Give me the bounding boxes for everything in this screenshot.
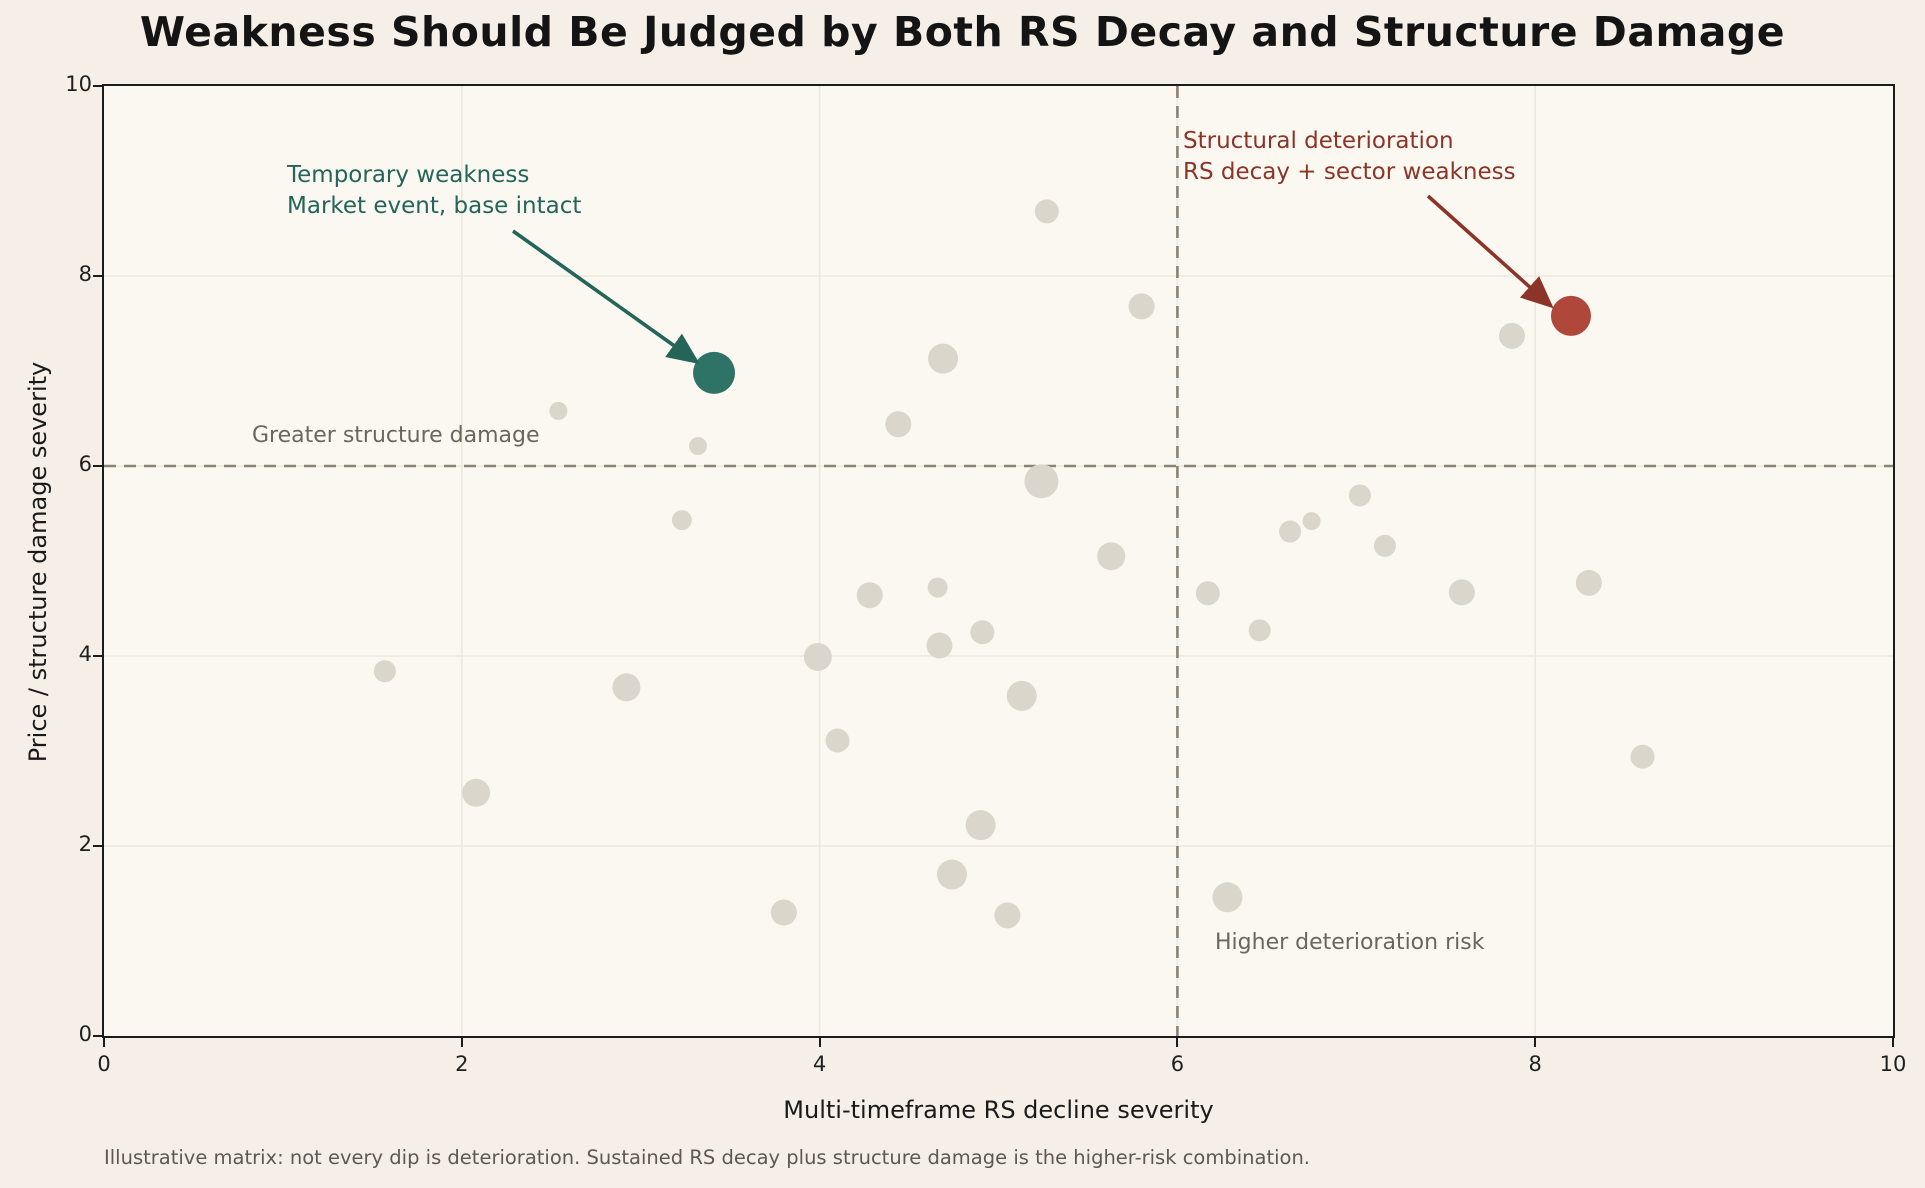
- scatter-point: [1630, 744, 1655, 769]
- x-tick-label: 6: [1170, 1052, 1185, 1076]
- x-tick: [1176, 1038, 1179, 1047]
- scatter-point: [688, 437, 707, 456]
- y-tick: [93, 845, 102, 847]
- scatter-point: [1024, 464, 1059, 499]
- y-tick: [93, 85, 102, 87]
- annotation-line: Structural deterioration: [1183, 128, 1454, 154]
- scatter-point: [1279, 520, 1302, 543]
- x-tick: [460, 1038, 463, 1047]
- footnote: Illustrative matrix: not every dip is de…: [104, 1146, 1311, 1169]
- annotation-line: RS decay + sector weakness: [1183, 159, 1516, 185]
- scatter-point: [803, 642, 832, 671]
- scatter-point: [1248, 619, 1271, 642]
- scatter-point: [994, 902, 1021, 929]
- y-tick-label: 2: [78, 832, 92, 856]
- region-label-deterioration-risk: Higher deterioration risk: [1215, 930, 1485, 955]
- scatter-point: [970, 620, 995, 645]
- chart-title: Weakness Should Be Judged by Both RS Dec…: [139, 8, 1786, 56]
- x-tick-label: 2: [455, 1052, 469, 1076]
- scatter-point: [1212, 882, 1243, 913]
- scatter-point: [770, 899, 797, 926]
- y-tick-label: 10: [65, 72, 92, 96]
- scatter-point: [462, 778, 491, 807]
- scatter-point: [856, 582, 883, 609]
- x-tick-label: 10: [1879, 1052, 1907, 1076]
- scatter-point: [1128, 293, 1155, 320]
- annotation-arrow-temporary-weakness: [511, 229, 700, 365]
- x-tick: [1892, 1038, 1894, 1047]
- annotation-structural-deterioration: Structural deterioration RS decay + secto…: [1183, 126, 1516, 188]
- y-tick-label: 6: [78, 452, 92, 476]
- y-axis-label: Price / structure damage severity: [24, 361, 52, 763]
- scatter-point: [928, 343, 959, 374]
- scatter-point: [825, 728, 850, 753]
- scatter-point: [1498, 322, 1525, 349]
- y-tick: [93, 655, 102, 657]
- y-tick-label: 4: [78, 642, 92, 666]
- scatter-point: [885, 411, 912, 438]
- y-tick: [93, 1035, 102, 1037]
- annotation-line: Market event, base intact: [287, 193, 582, 219]
- grid-layer: [104, 86, 1893, 1036]
- scatter-point: [926, 632, 953, 659]
- plot-area: [102, 84, 1895, 1038]
- scatter-point: [373, 660, 396, 683]
- scatter-point: [1575, 569, 1602, 596]
- x-tick: [1534, 1038, 1537, 1047]
- x-tick-label: 8: [1528, 1052, 1542, 1076]
- scatter-point: [1348, 484, 1371, 507]
- x-tick: [103, 1038, 105, 1047]
- scatter-point: [1302, 512, 1321, 531]
- annotation-line: Temporary weakness: [287, 162, 530, 188]
- y-tick-label: 8: [78, 262, 92, 286]
- scatter-point: [1034, 199, 1059, 224]
- scatter-point: [1373, 534, 1396, 557]
- scatter-point: [1195, 581, 1220, 606]
- threshold-layer: [104, 86, 1893, 1036]
- scatter-point: [549, 401, 568, 420]
- highlight-point-structural-deterioration: [1550, 295, 1591, 336]
- x-tick-label: 4: [812, 1052, 827, 1076]
- highlight-point-temporary-weakness: [693, 351, 736, 394]
- scatter-point: [936, 859, 967, 890]
- scatter-point: [1448, 579, 1475, 606]
- points-layer: [373, 199, 1655, 929]
- annotation-temporary-weakness: Temporary weakness Market event, base int…: [287, 160, 581, 222]
- scatter-point: [1006, 680, 1037, 711]
- arrow-layer: [511, 194, 1554, 365]
- scatter-point: [671, 510, 692, 531]
- x-axis-label: Multi-timeframe RS decline severity: [783, 1096, 1214, 1124]
- scatter-point: [927, 577, 948, 598]
- scatter-point: [1097, 542, 1126, 571]
- x-tick: [818, 1038, 821, 1047]
- region-label-structure-damage: Greater structure damage: [252, 423, 540, 448]
- scatter-point: [965, 810, 996, 841]
- x-tick-label: 0: [97, 1052, 111, 1076]
- y-tick: [93, 465, 102, 467]
- y-tick-label: 0: [78, 1022, 92, 1046]
- scatter-plot: [104, 86, 1893, 1036]
- scatter-point: [612, 673, 641, 702]
- annotation-arrow-structural-deterioration: [1426, 194, 1554, 309]
- y-tick: [93, 275, 102, 277]
